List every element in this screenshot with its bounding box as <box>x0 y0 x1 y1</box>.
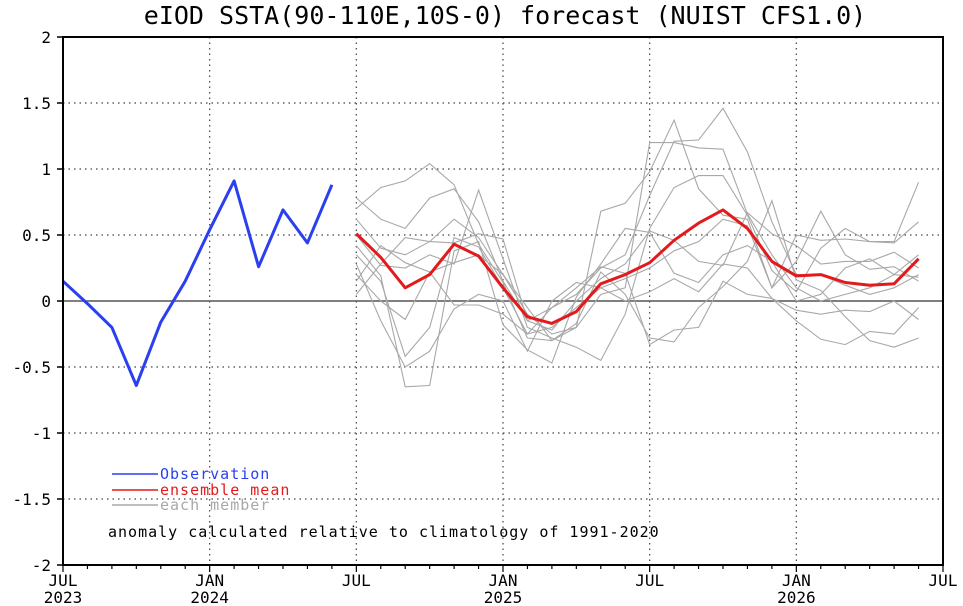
y-axis: 2 1.5 1 0.5 0 -0.5 -1 -1.5 -2 <box>12 28 63 575</box>
ensemble-mean-line <box>355 208 920 325</box>
chart-title: eIOD SSTA(90-110E,10S-0) forecast (NUIST… <box>144 1 866 30</box>
y-tick-label: -0.5 <box>12 358 51 377</box>
member-line <box>355 142 919 342</box>
x-tick-year: 2025 <box>484 588 523 606</box>
member-line <box>355 266 920 346</box>
y-tick-label: -2 <box>32 556 51 575</box>
legend-ensemble-mean-label: ensemble mean <box>160 481 290 499</box>
observation-line <box>61 179 334 387</box>
x-tick-month: JUL <box>635 571 664 590</box>
observation-line-group <box>61 179 334 387</box>
member-line <box>355 227 919 388</box>
x-tick-month: JAN <box>782 571 811 590</box>
x-tick-month: JAN <box>195 571 224 590</box>
legend-member-label: each member <box>160 496 270 514</box>
x-tick-month: JUL <box>342 571 371 590</box>
x-tick-year: 2026 <box>777 588 816 606</box>
y-tick-label: 2 <box>41 28 51 47</box>
member-line <box>355 175 920 362</box>
x-tick-year: 2023 <box>44 588 83 606</box>
member-lines <box>355 107 920 388</box>
member-line <box>355 263 919 368</box>
member-line <box>355 211 919 331</box>
y-tick-label: -1 <box>32 424 51 443</box>
y-tick-label: 0.5 <box>22 226 51 245</box>
x-tick-year: 2024 <box>190 588 229 606</box>
x-tick-month: JAN <box>489 571 518 590</box>
y-tick-label: 1.5 <box>22 94 51 113</box>
member-line <box>355 118 919 335</box>
legend: Observation ensemble mean each member <box>112 465 290 514</box>
y-tick-label: 1 <box>41 160 51 179</box>
x-tick-month: JUL <box>49 571 78 590</box>
climatology-note: anomaly calculated relative to climatolo… <box>108 523 660 541</box>
legend-observation-label: Observation <box>160 465 270 483</box>
ensemble-mean-line-group <box>355 208 920 325</box>
y-tick-label: 0 <box>41 292 51 311</box>
member-line <box>355 199 919 348</box>
y-tick-label: -1.5 <box>12 490 51 509</box>
member-line <box>355 210 919 358</box>
x-tick-month: JUL <box>929 571 958 590</box>
